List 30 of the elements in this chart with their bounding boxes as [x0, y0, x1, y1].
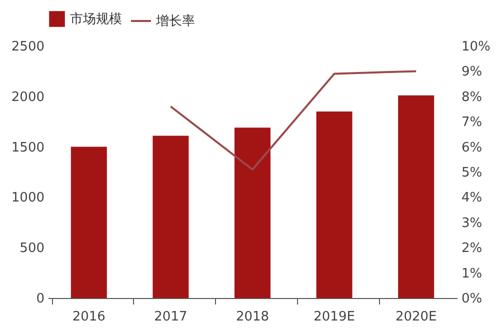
- y2-tick-label: 5%: [462, 166, 482, 180]
- y2-tick-label: 7%: [462, 115, 482, 130]
- bar: [398, 95, 434, 298]
- bar: [234, 128, 270, 298]
- y2-tick-label: 0%: [462, 292, 482, 306]
- y2-tick-label: 1%: [462, 266, 482, 282]
- bar: [316, 112, 352, 298]
- y-tick-label: 0: [36, 292, 44, 306]
- y2-tick-label: 8%: [462, 90, 482, 105]
- bar: [152, 136, 189, 298]
- y-tick-label: 2000: [11, 90, 44, 105]
- legend-label: 增长率: [155, 13, 195, 29]
- y2-tick-label: 6%: [462, 140, 482, 156]
- bar: [70, 146, 107, 298]
- y2-tick-label: 4%: [462, 190, 482, 206]
- y2-tick-label: 9%: [462, 64, 482, 80]
- line-series: [170, 70, 418, 170]
- y2-tick-label: 10%: [462, 40, 490, 54]
- y2-tick-label: 3%: [462, 216, 482, 231]
- x-tick-label: 2016: [72, 310, 106, 324]
- y-tick-label: 1500: [11, 140, 44, 156]
- x-tick-label: 2020E: [395, 310, 437, 324]
- y2-tick-label: 2%: [462, 241, 482, 256]
- x-tick-label: 2018: [236, 310, 270, 324]
- y-tick-label: 500: [20, 241, 44, 256]
- legend-label: 市场规模: [70, 12, 122, 27]
- x-tick-label: 2017: [154, 310, 188, 324]
- y-tick-label: 1000: [11, 190, 44, 206]
- x-tick-label: 2019E: [314, 310, 355, 324]
- y-tick-label: 2500: [11, 40, 44, 54]
